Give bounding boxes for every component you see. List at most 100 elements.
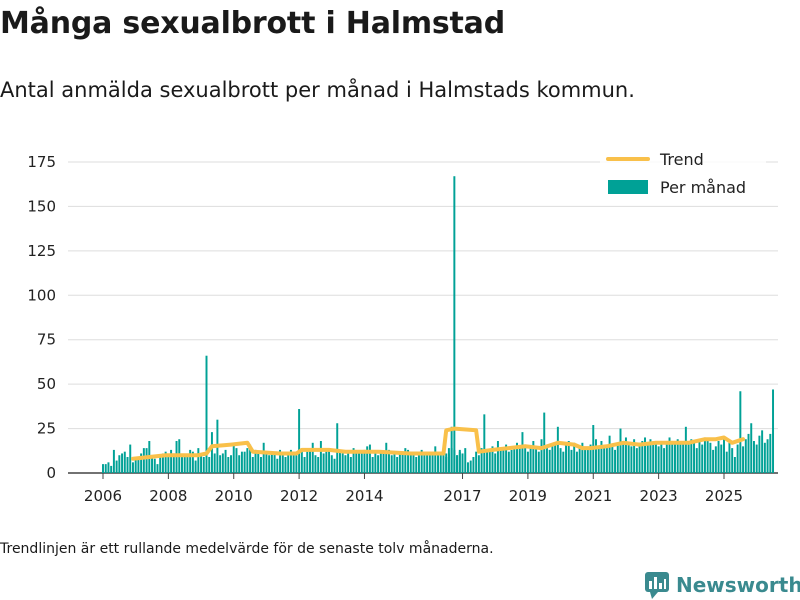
bar [554,442,557,473]
bar-line-chart: 0 25 50 75 100 125 150 175 2006 2008 2010 2012 2014… [27,146,778,505]
bar [567,441,570,473]
bar [292,453,295,473]
legend-background [600,146,766,204]
y-tick-label: 75 [37,331,56,349]
grid-lines [68,161,778,474]
legend-trend-label: Trend [659,150,704,169]
bar [409,455,412,473]
bar [221,453,224,473]
bar [224,449,227,473]
bar [720,444,723,473]
bar [556,426,559,473]
bar [123,451,126,473]
bar [772,389,775,473]
y-tick-label: 150 [27,197,56,215]
bar [249,444,252,473]
bar [126,457,129,473]
bar [750,423,753,473]
bar [516,442,518,473]
bar [287,451,290,473]
bar [627,444,630,473]
bar [284,457,287,473]
bar [129,444,132,473]
x-tick-label: 2017 [443,487,481,505]
bar [445,453,448,473]
bar [142,448,145,473]
bar [679,444,682,473]
bar [281,455,284,473]
bar [758,435,761,473]
bar [442,449,445,473]
bar [104,464,107,473]
bar [333,458,336,473]
bar [344,455,347,473]
bar [439,451,442,473]
bar [235,448,238,473]
bar [407,449,410,473]
bar [230,455,232,473]
bar [581,442,584,473]
bar [505,444,508,473]
bar [676,439,679,473]
y-tick-label: 50 [37,375,56,393]
bar [145,448,148,473]
bar [257,453,260,473]
bar [584,448,587,473]
y-tick-label: 0 [46,464,56,482]
bar [121,453,124,473]
bar [388,449,390,473]
bar [363,449,366,473]
bar [374,451,377,473]
bar [731,448,734,473]
bar [698,441,701,473]
bar [706,439,709,473]
bar [385,442,388,473]
bar [695,448,698,473]
bar [314,455,317,473]
bar [652,444,655,473]
bar [197,448,200,473]
bar [614,449,617,473]
bar [219,455,222,473]
bar [355,453,358,473]
bar [458,449,461,473]
bar [153,458,156,473]
bar [480,448,483,473]
footnote: Trendlinjen är ett rullande medelvärde f… [0,541,494,557]
bar [545,444,548,473]
bar [739,391,742,473]
bar [543,412,546,473]
bar [172,453,175,473]
legend: Trend Per månad [600,146,766,204]
x-tick-label: 2023 [640,487,678,505]
legend-bar-label: Per månad [660,178,746,197]
bar [401,451,404,473]
bar [393,453,396,473]
bar [466,462,469,473]
bar [434,446,437,473]
bar [156,464,159,473]
bar [712,449,715,473]
bar [254,449,257,473]
bar [755,444,758,473]
bar [415,457,418,473]
bar [183,455,186,473]
brand-logo[interactable]: Newsworthy [644,570,800,600]
bar [488,451,491,473]
bar [535,448,538,473]
bar [703,437,706,473]
bar [325,451,328,473]
bar [657,446,660,473]
bar [682,441,685,473]
bar [289,449,292,473]
bar [565,444,568,473]
bar [112,449,115,473]
bar [102,464,104,473]
bar [725,451,728,473]
chart-subtitle: Antal anmälda sexualbrott per månad i Ha… [0,78,635,102]
bar [524,444,527,473]
bar [298,409,301,473]
bar [499,449,502,473]
bar [532,441,535,473]
bar [390,455,393,473]
